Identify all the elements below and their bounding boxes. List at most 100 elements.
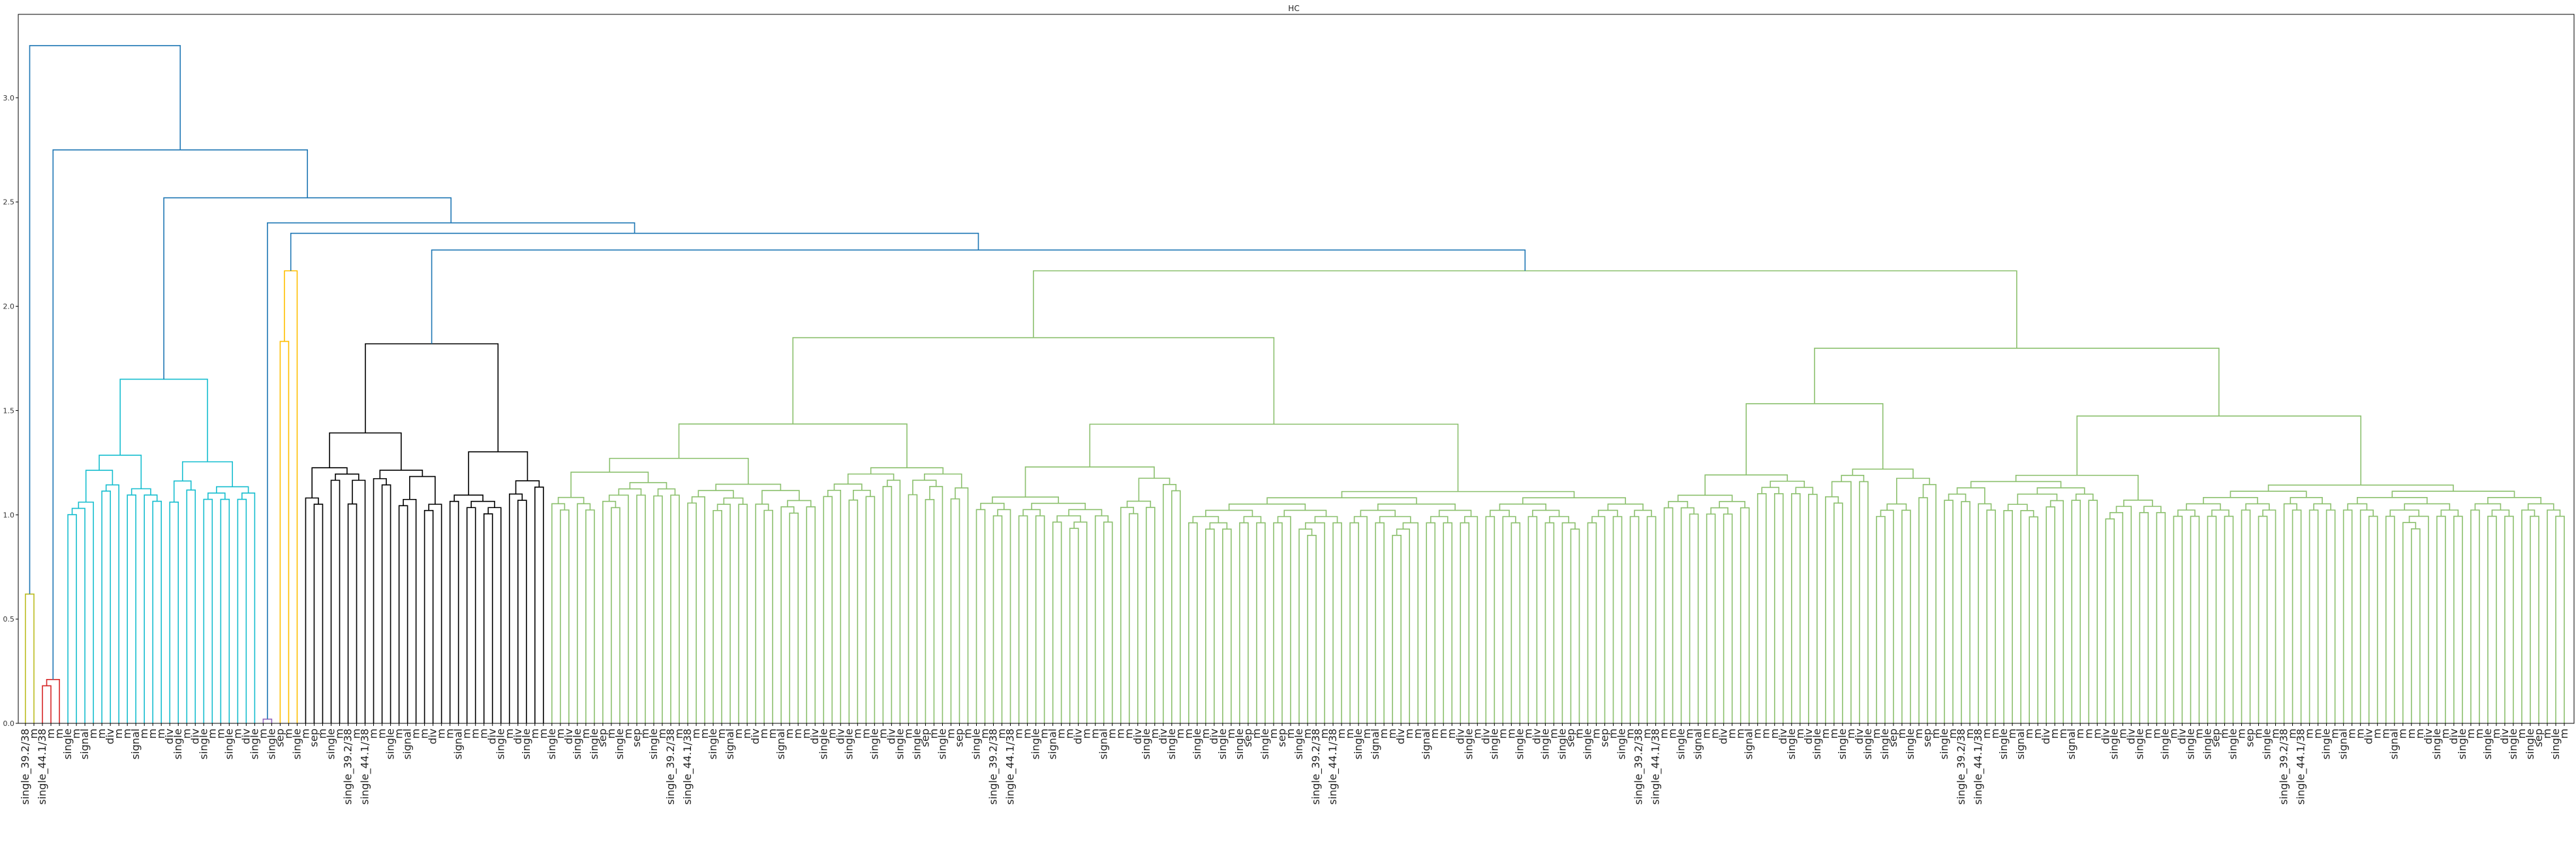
leaf-label: div bbox=[1454, 729, 1466, 744]
leaf-label: div bbox=[2498, 729, 2511, 744]
dendrogram-link bbox=[609, 457, 749, 485]
dendrogram-link bbox=[1532, 509, 1560, 517]
leaf-label: m bbox=[180, 729, 192, 739]
leaf-label: single bbox=[2456, 729, 2468, 759]
leaf-label: m bbox=[1250, 729, 1263, 739]
leaf-label: m bbox=[859, 729, 872, 739]
dendrogram-link bbox=[347, 503, 358, 723]
dendrogram-link bbox=[1852, 468, 1914, 479]
dendrogram-link bbox=[330, 479, 341, 723]
dendrogram-link bbox=[1859, 481, 1869, 723]
leaf-label: m bbox=[1225, 729, 1237, 739]
leaf-label: m bbox=[155, 729, 167, 739]
leaf-label: sep bbox=[1921, 729, 1933, 747]
leaf-label: m bbox=[2218, 729, 2230, 739]
leaf-label: single bbox=[2507, 729, 2519, 759]
leaf-label: m bbox=[1641, 729, 1653, 739]
leaf-label: m bbox=[1411, 729, 1424, 739]
dendrogram-link bbox=[2036, 487, 2085, 494]
leaf-label: m bbox=[2116, 729, 2128, 739]
leaf-label: m bbox=[1386, 729, 1398, 739]
dendrogram-link bbox=[237, 498, 247, 723]
dendrogram-link bbox=[975, 509, 986, 723]
y-tick-label: 2.5 bbox=[3, 198, 15, 207]
dendrogram-link bbox=[99, 455, 142, 489]
leaf-label: m bbox=[503, 729, 515, 739]
leaf-label: div bbox=[808, 729, 821, 744]
dendrogram-link bbox=[1646, 516, 1657, 723]
dendrogram-link bbox=[1205, 509, 1253, 517]
dendrogram-link bbox=[618, 488, 642, 496]
leaf-label: signal bbox=[2014, 729, 2027, 759]
dendrogram-link bbox=[1307, 534, 1317, 723]
leaf-label: m bbox=[1589, 729, 1602, 739]
dendrogram-link bbox=[169, 502, 179, 723]
leaf-label: m bbox=[1199, 729, 1212, 739]
leaf-label: single_39.2/38 bbox=[1310, 729, 1323, 805]
dendrogram-link bbox=[71, 507, 85, 723]
leaf-label: m bbox=[690, 729, 702, 739]
leaf-label: m bbox=[214, 729, 226, 739]
leaf-label: single bbox=[520, 729, 532, 759]
leaf-label: div bbox=[427, 729, 439, 744]
dendrogram-link bbox=[1426, 522, 1436, 723]
leaf-label: m bbox=[554, 729, 566, 739]
dendrogram-link bbox=[1761, 487, 1780, 494]
dendrogram-link bbox=[203, 498, 213, 723]
leaf-label: m bbox=[1114, 729, 1127, 739]
leaf-label: single_44.1/38 bbox=[2295, 729, 2308, 805]
leaf-label: single bbox=[707, 729, 719, 759]
leaf-label: m bbox=[2082, 729, 2094, 739]
leaf-label: signal bbox=[2388, 729, 2400, 759]
leaf-label: m bbox=[1870, 729, 1882, 739]
leaf-label: m bbox=[1989, 729, 2001, 739]
leaf-label: signal bbox=[1097, 729, 1110, 759]
leaf-label: div bbox=[2363, 729, 2375, 744]
dendrogram-link bbox=[1304, 522, 1325, 723]
dendrogram-link bbox=[1922, 484, 1937, 723]
dendrogram-link bbox=[2020, 510, 2034, 723]
leaf-label: m bbox=[1182, 729, 1195, 739]
dendrogram-link bbox=[2190, 515, 2200, 723]
leaf-label: div bbox=[1072, 729, 1084, 744]
leaf-label: single bbox=[2524, 729, 2536, 759]
dendrogram-link bbox=[657, 488, 676, 496]
dendrogram-link bbox=[2547, 509, 2561, 723]
dendrogram-link bbox=[1024, 466, 1155, 498]
dendrogram-link bbox=[1228, 504, 1306, 511]
dendrogram-link bbox=[2313, 503, 2331, 511]
dendrogram-link bbox=[1663, 507, 1674, 723]
leaf-label: div bbox=[1802, 729, 1815, 744]
dendrogram-link bbox=[2049, 500, 2064, 723]
dendrogram-link bbox=[1402, 522, 1418, 723]
leaf-label: m bbox=[1267, 729, 1280, 739]
leaf-label: m bbox=[138, 729, 150, 739]
leaf-label: m bbox=[1437, 729, 1449, 739]
leaf-label: m bbox=[758, 729, 770, 739]
dendrogram-link bbox=[517, 500, 527, 723]
dendrogram-link bbox=[379, 470, 423, 479]
dendrogram-link bbox=[980, 502, 1005, 510]
leaf-label: single_39.2/38 bbox=[664, 729, 677, 805]
dendrogram-link bbox=[1591, 516, 1606, 723]
leaf-label: div bbox=[1777, 729, 1789, 744]
leaf-label: div bbox=[239, 729, 252, 744]
dendrogram-link bbox=[2292, 509, 2302, 723]
leaf-label: single bbox=[970, 729, 982, 759]
leaf-label: m bbox=[95, 729, 108, 739]
dendrogram-link bbox=[715, 483, 782, 491]
leaf-label: single bbox=[2261, 729, 2273, 759]
dendrogram-link bbox=[2283, 503, 2297, 723]
leaf-label: sep bbox=[1598, 729, 1610, 747]
leaf-label: m bbox=[2031, 729, 2044, 739]
leaf-label: div bbox=[1208, 729, 1220, 744]
leaf-label: m bbox=[376, 729, 388, 739]
dendrogram-link bbox=[1790, 493, 1801, 723]
dendrogram-link bbox=[534, 487, 544, 723]
leaf-label: m bbox=[537, 729, 549, 739]
dendrogram-link bbox=[2007, 504, 2028, 511]
dendrogram-link bbox=[1677, 494, 1733, 502]
leaf-label: div bbox=[2447, 729, 2460, 744]
dendrogram-link bbox=[1740, 507, 1750, 723]
dendrogram-link bbox=[1022, 509, 1041, 516]
